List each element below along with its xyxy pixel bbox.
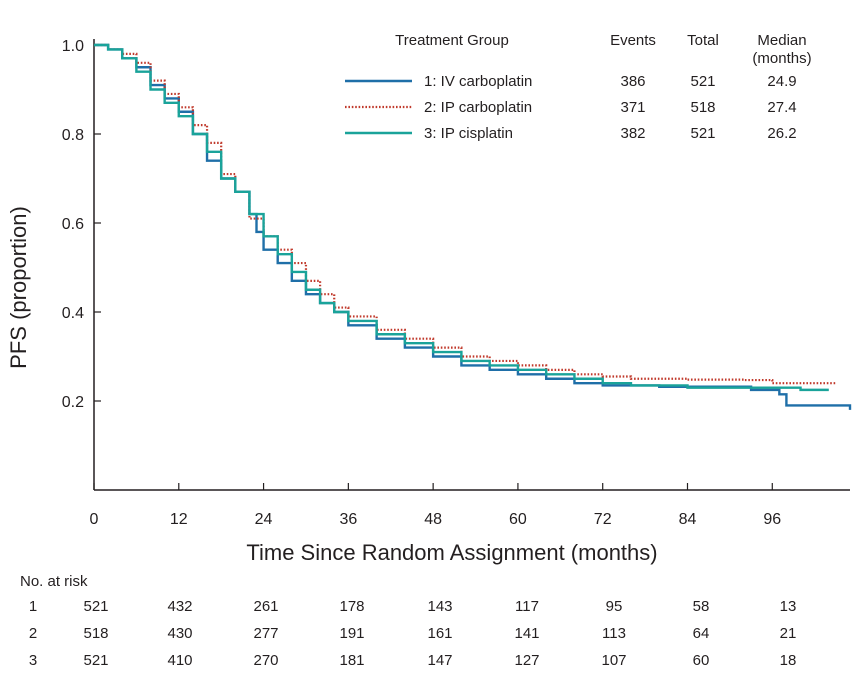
legend-total-1: 521 [690, 73, 715, 90]
series-line-3 [94, 43, 829, 392]
x-tick-label: 36 [339, 511, 357, 528]
y-tick-label: 0.8 [62, 127, 84, 144]
at-risk-cell: 518 [83, 625, 108, 642]
at-risk-cell: 113 [602, 625, 626, 642]
legend-events-1: 386 [620, 73, 645, 90]
at-risk-cell: 95 [606, 598, 623, 615]
at-risk-row-label: 1 [29, 598, 37, 615]
x-tick-label: 72 [594, 511, 612, 528]
at-risk-cell: 191 [339, 625, 364, 642]
x-tick-label: 84 [679, 511, 697, 528]
at-risk-cell: 127 [514, 652, 539, 669]
legend-label-2: 2: IP carboplatin [424, 99, 532, 116]
at-risk-cell: 277 [253, 625, 278, 642]
at-risk-cell: 161 [427, 625, 452, 642]
at-risk-cell: 64 [693, 625, 710, 642]
legend-median-1: 24.9 [767, 73, 796, 90]
x-tick-label: 96 [763, 511, 781, 528]
x-tick-label: 48 [424, 511, 442, 528]
y-axis-title: PFS (proportion) [6, 206, 31, 369]
x-tick-label: 12 [170, 511, 188, 528]
x-tick-label: 60 [509, 511, 527, 528]
at-risk-cell: 117 [515, 598, 539, 615]
legend-label-1: 1: IV carboplatin [424, 73, 532, 90]
legend: Treatment Group Events Total Median(months)… [345, 32, 812, 142]
at-risk-cell: 143 [427, 598, 452, 615]
legend-title: Treatment Group [395, 32, 509, 49]
x-tick-label: 0 [90, 511, 99, 528]
at-risk-cell: 178 [339, 598, 364, 615]
y-tick-label: 0.6 [62, 216, 84, 233]
x-tick-label: 24 [255, 511, 273, 528]
at-risk-cell: 147 [427, 652, 452, 669]
legend-label-3: 3: IP cisplatin [424, 125, 513, 142]
y-tick-label: 1.0 [62, 38, 84, 55]
at-risk-cell: 21 [780, 625, 797, 642]
at-risk-row-label: 3 [29, 652, 37, 669]
at-risk-cell: 141 [514, 625, 539, 642]
legend-events-3: 382 [620, 125, 645, 142]
legend-events-2: 371 [620, 99, 645, 116]
legend-total-3: 521 [690, 125, 715, 142]
at-risk-cell: 270 [253, 652, 278, 669]
series-line-2 [94, 43, 836, 385]
at-risk-row-label: 2 [29, 625, 37, 642]
at-risk-cell: 430 [167, 625, 192, 642]
at-risk-cell: 58 [693, 598, 710, 615]
legend-median-2: 27.4 [767, 99, 796, 116]
legend-col-median: Median [757, 32, 806, 49]
at-risk-cell: 13 [780, 598, 797, 615]
x-axis-title: Time Since Random Assignment (months) [246, 540, 657, 565]
y-tick-label: 0.4 [62, 305, 84, 322]
legend-col-median-unit: (months) [752, 50, 811, 67]
at-risk-cell: 261 [253, 598, 278, 615]
at-risk-title: No. at risk [20, 573, 88, 590]
at-risk-cell: 521 [83, 598, 108, 615]
at-risk-cell: 432 [167, 598, 192, 615]
at-risk-table: No. at risk 1 521 432 261 178 143 117 95 58 13 2 518… [20, 573, 796, 669]
axes: 0.2 0.4 0.6 0.8 1.0 0 12 24 36 48 60 72 84 96 Time Sin… [6, 38, 850, 565]
survival-curves [94, 43, 852, 410]
at-risk-cell: 181 [339, 652, 364, 669]
at-risk-cell: 18 [780, 652, 797, 669]
at-risk-cell: 521 [83, 652, 108, 669]
legend-total-2: 518 [690, 99, 715, 116]
at-risk-cell: 410 [167, 652, 192, 669]
legend-col-events: Events [610, 32, 656, 49]
y-tick-label: 0.2 [62, 394, 84, 411]
at-risk-cell: 107 [601, 652, 626, 669]
legend-median-3: 26.2 [767, 125, 796, 142]
at-risk-cell: 60 [693, 652, 710, 669]
legend-col-total: Total [687, 32, 719, 49]
